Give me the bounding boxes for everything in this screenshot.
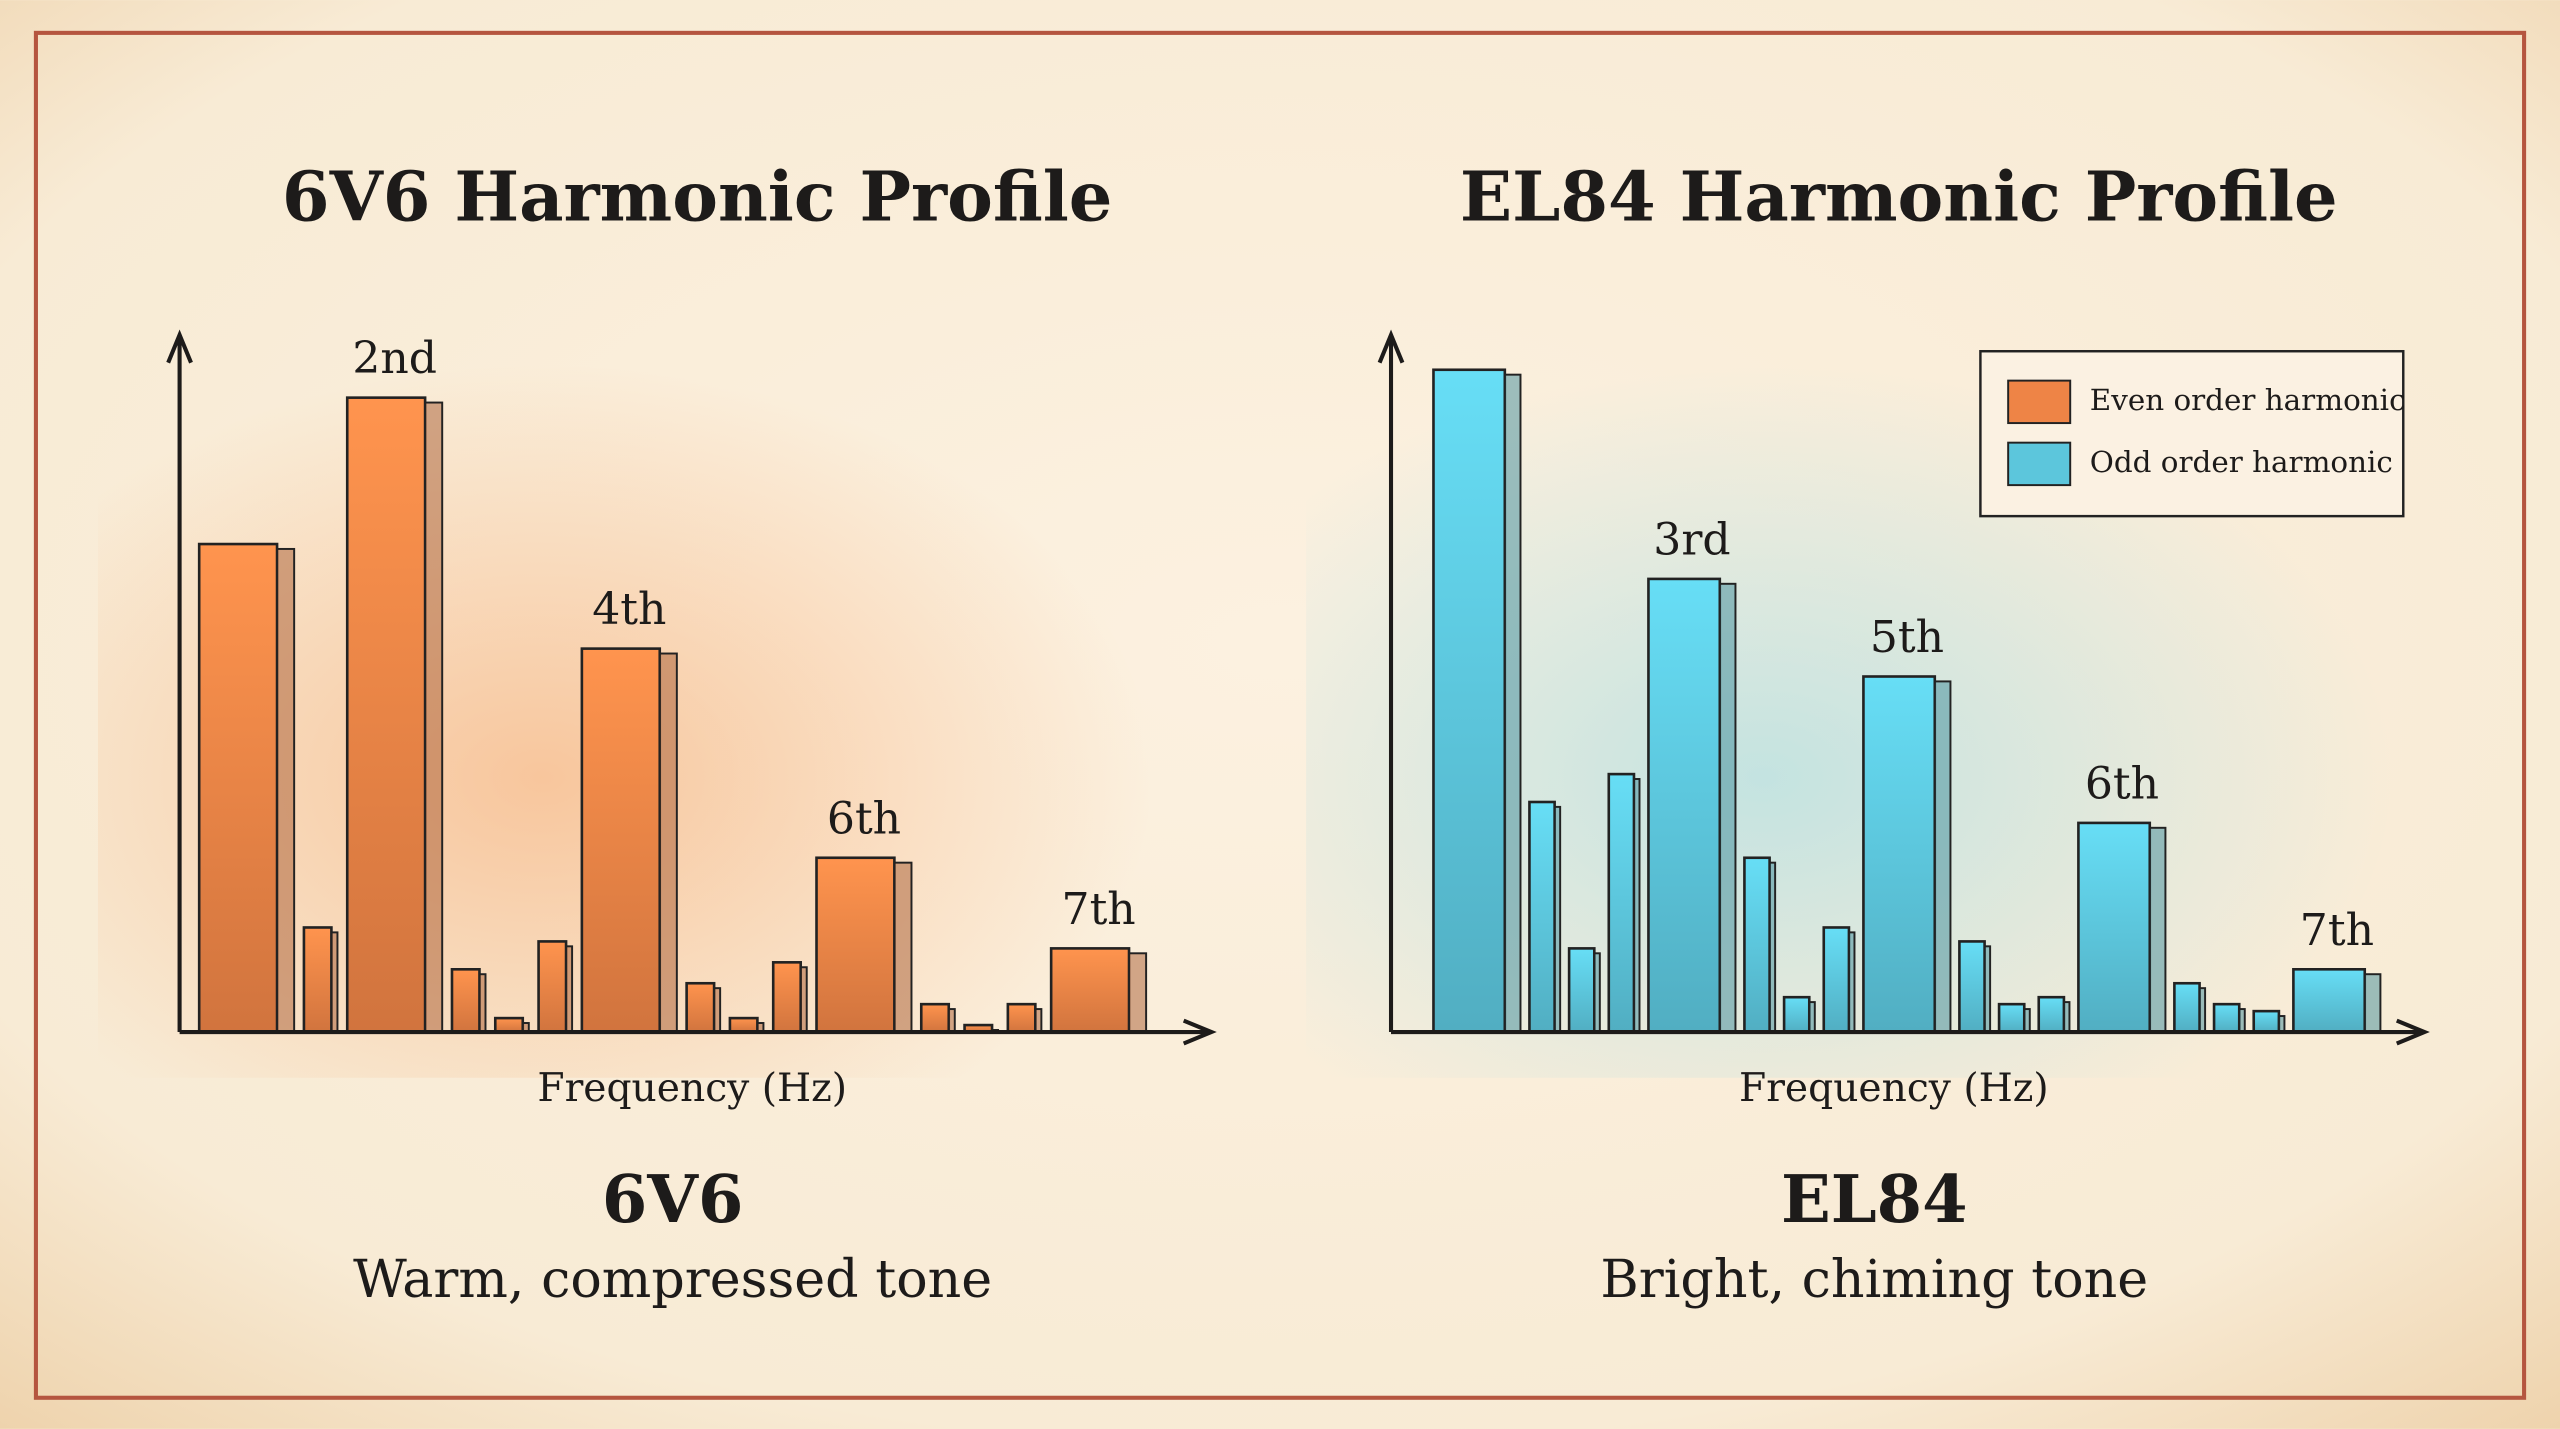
x-axis-label: Frequency (Hz) <box>1739 1066 2049 1111</box>
bar-side <box>2198 987 2207 1034</box>
bar <box>728 1016 759 1034</box>
bar <box>2292 968 2367 1034</box>
bar <box>1567 947 1596 1034</box>
caption: Bright, chiming tone <box>1600 1250 2148 1310</box>
bar-side <box>2238 1008 2246 1034</box>
legend-swatch <box>2007 379 2072 425</box>
bar <box>685 981 716 1034</box>
bar <box>1607 772 1636 1034</box>
bar-side <box>1553 805 1562 1034</box>
bar <box>1743 856 1771 1034</box>
bar-label: 6th <box>827 793 901 844</box>
bar <box>1647 577 1722 1034</box>
bar-side <box>1128 952 1148 1034</box>
bar-side <box>799 966 808 1034</box>
x-axis <box>1391 1018 2430 1046</box>
bar-side <box>276 547 296 1034</box>
caption: Warm, compressed tone <box>353 1250 992 1310</box>
bar-side <box>1768 861 1777 1034</box>
bar-side <box>2023 1008 2031 1034</box>
bar <box>1822 926 1851 1034</box>
bar-side <box>2148 826 2167 1034</box>
bar-label: 7th <box>1062 884 1136 935</box>
x-axis-label: Frequency (Hz) <box>537 1066 847 1111</box>
legend-swatch <box>2007 441 2072 487</box>
bar-label: 5th <box>1870 612 1944 663</box>
bar-label: 7th <box>2300 905 2374 956</box>
bar-side <box>947 1008 956 1034</box>
bar <box>302 926 333 1034</box>
bar-side <box>658 652 678 1034</box>
bar <box>1006 1002 1037 1034</box>
bar <box>815 856 896 1034</box>
bar <box>450 968 481 1034</box>
bar-side <box>478 973 487 1034</box>
bar-side <box>1503 373 1522 1034</box>
chart-title: EL84 Harmonic Profile <box>1460 158 2338 238</box>
bar-label: 4th <box>592 584 666 635</box>
bar-side <box>1718 582 1737 1034</box>
frame <box>33 30 2527 1400</box>
bar <box>537 940 568 1034</box>
bar <box>2077 821 2152 1034</box>
bar-side <box>1593 952 1601 1034</box>
legend-box <box>1979 350 2405 518</box>
bar-side <box>713 987 722 1034</box>
caption-title: EL84 <box>1781 1162 1968 1238</box>
bar <box>2037 995 2066 1034</box>
bar <box>345 396 427 1034</box>
bar-side <box>330 931 339 1034</box>
bar-side <box>424 401 444 1034</box>
bar <box>2212 1002 2241 1034</box>
bar <box>580 647 662 1034</box>
bar-side <box>565 945 574 1034</box>
chart-title: 6V6 Harmonic Profile <box>282 158 1113 238</box>
bar-side <box>2277 1015 2286 1034</box>
legend-label: Odd order harmonic <box>2090 445 2393 479</box>
bar-label: 3rd <box>1653 514 1730 565</box>
bar <box>771 961 803 1034</box>
y-axis <box>166 329 193 1033</box>
bar-side <box>1983 945 1992 1034</box>
bar-side <box>1847 931 1856 1034</box>
bar <box>493 1016 525 1034</box>
bar <box>1958 940 1986 1034</box>
bar <box>2252 1009 2281 1034</box>
bar <box>1049 947 1131 1034</box>
legend-label: Even order harmonic <box>2090 383 2406 417</box>
bar <box>1782 995 1811 1034</box>
bar <box>2173 981 2201 1034</box>
bar-side <box>1034 1008 1043 1034</box>
bar-label: 6th <box>2085 758 2159 809</box>
bar-label: 2nd <box>352 333 437 384</box>
bar <box>1432 368 1507 1034</box>
bar-side <box>1632 778 1641 1034</box>
y-axis <box>1377 329 1405 1033</box>
bar-side <box>2062 1001 2071 1034</box>
bar <box>197 542 279 1034</box>
bar <box>1997 1002 2026 1034</box>
bar <box>1862 675 1937 1034</box>
bar-side <box>893 861 913 1034</box>
bar <box>919 1002 951 1034</box>
bar <box>1528 800 1556 1034</box>
caption-title: 6V6 <box>602 1162 744 1238</box>
bar-side <box>1933 680 1952 1034</box>
bar-side <box>1808 1001 1816 1034</box>
bar-side <box>2363 973 2382 1034</box>
x-axis <box>179 1018 1217 1046</box>
